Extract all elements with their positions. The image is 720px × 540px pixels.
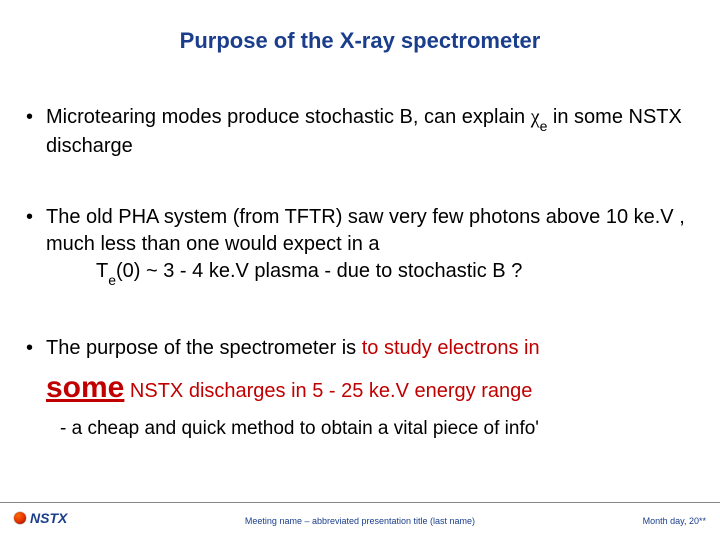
slide-title: Purpose of the X-ray spectrometer — [0, 28, 720, 54]
footer-right: Month day, 20** — [643, 516, 706, 526]
b1-pre: Microtearing modes produce stochastic B,… — [46, 106, 531, 128]
b2-te-pre: T — [96, 260, 108, 282]
b1-chi: χ — [531, 106, 540, 128]
bullet-marker: • — [20, 204, 46, 287]
b3-pre: The purpose of the spectrometer is — [46, 337, 362, 359]
bullet-2: • The old PHA system (from TFTR) saw ver… — [20, 204, 690, 287]
b2-line1: The old PHA system (from TFTR) saw very … — [46, 206, 685, 255]
bullet-3-subline: - a cheap and quick method to obtain a v… — [20, 418, 690, 440]
footer: NSTX Meeting name – abbreviated presenta… — [0, 506, 720, 526]
bullet-marker: • — [20, 335, 46, 409]
b2-line2: Te(0) ~ 3 - 4 ke.V plasma - due to stoch… — [46, 260, 522, 282]
content-area: • Microtearing modes produce stochastic … — [20, 104, 690, 440]
bullet-1: • Microtearing modes produce stochastic … — [20, 104, 690, 160]
bullet-3: • The purpose of the spectrometer is to … — [20, 335, 690, 409]
bullet-2-text: The old PHA system (from TFTR) saw very … — [46, 204, 690, 287]
slide: Purpose of the X-ray spectrometer • Micr… — [0, 0, 720, 540]
footer-divider — [0, 502, 720, 503]
b3-emph-some: some — [46, 371, 124, 404]
footer-center: Meeting name – abbreviated presentation … — [0, 516, 720, 526]
bullet-1-text: Microtearing modes produce stochastic B,… — [46, 104, 690, 160]
b1-chi-sub: e — [540, 118, 548, 134]
b3-red2: NSTX discharges in 5 - 25 ke.V energy ra… — [124, 380, 532, 402]
b2-te-sub: e — [108, 272, 116, 288]
bullet-marker: • — [20, 104, 46, 160]
bullet-3-text: The purpose of the spectrometer is to st… — [46, 335, 690, 409]
b3-red1: to study electrons in — [362, 337, 540, 359]
b2-te-post: (0) ~ 3 - 4 ke.V plasma - due to stochas… — [116, 260, 522, 282]
